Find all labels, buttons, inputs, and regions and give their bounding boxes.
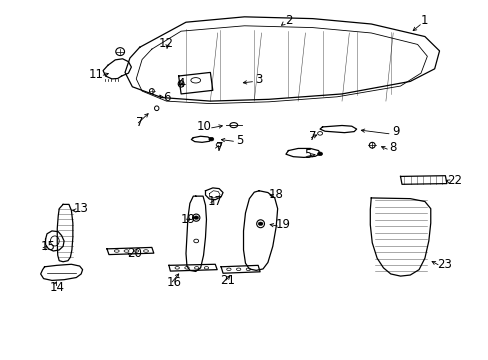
- Text: 2: 2: [284, 14, 291, 27]
- Text: 4: 4: [177, 77, 184, 90]
- Text: 23: 23: [436, 258, 451, 271]
- Text: 7: 7: [136, 116, 143, 129]
- Text: 22: 22: [446, 174, 461, 186]
- Text: 11: 11: [88, 68, 103, 81]
- Text: 12: 12: [159, 37, 174, 50]
- Text: 19: 19: [275, 218, 290, 231]
- Circle shape: [317, 152, 322, 156]
- Text: 10: 10: [196, 120, 211, 133]
- Text: 1: 1: [420, 14, 428, 27]
- Text: 6: 6: [163, 91, 170, 104]
- Text: 3: 3: [255, 73, 262, 86]
- Text: 20: 20: [127, 247, 142, 260]
- Text: 8: 8: [389, 141, 396, 154]
- Text: 9: 9: [391, 125, 399, 138]
- Circle shape: [208, 137, 213, 141]
- Text: 7: 7: [308, 130, 316, 144]
- Circle shape: [193, 216, 198, 220]
- Text: 18: 18: [268, 188, 283, 201]
- Text: 21: 21: [220, 274, 234, 287]
- Text: 5: 5: [304, 148, 311, 161]
- Text: 7: 7: [216, 141, 224, 154]
- Text: 13: 13: [74, 202, 88, 215]
- Text: 19: 19: [181, 213, 196, 226]
- Text: 17: 17: [207, 195, 223, 208]
- Text: 5: 5: [235, 134, 243, 147]
- Text: 15: 15: [41, 240, 56, 253]
- Text: 16: 16: [166, 276, 181, 289]
- Circle shape: [258, 222, 263, 226]
- Text: 14: 14: [49, 281, 64, 294]
